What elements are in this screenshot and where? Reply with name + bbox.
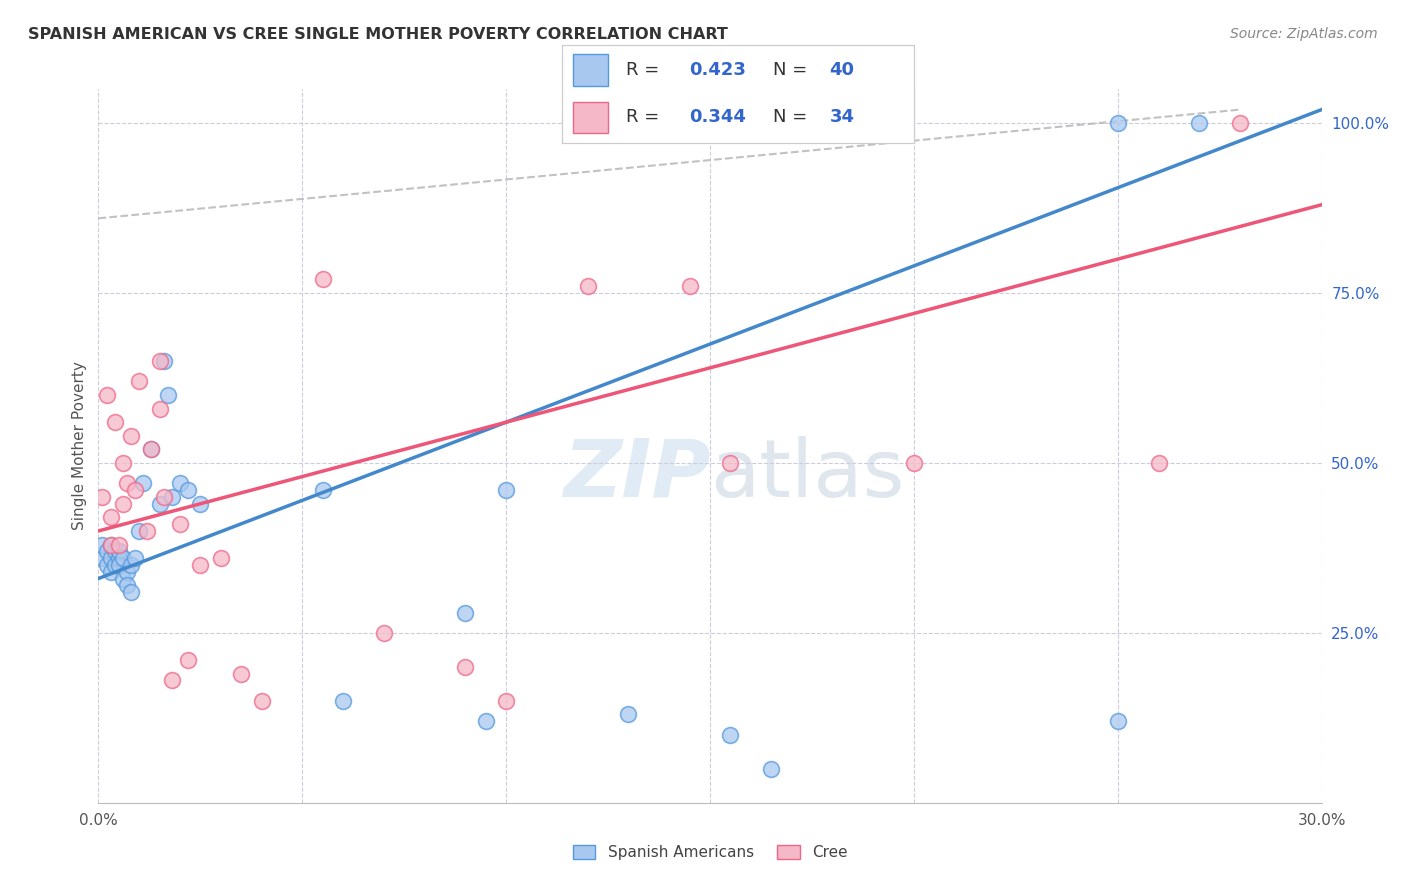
Y-axis label: Single Mother Poverty: Single Mother Poverty: [72, 361, 87, 531]
Point: [136, 524, 159, 538]
Point: [108, 551, 131, 566]
Point: [115, 476, 138, 491]
Point: [169, 517, 191, 532]
Point: [100, 565, 122, 579]
Point: [209, 551, 232, 566]
Point: [96, 558, 118, 572]
Point: [104, 544, 127, 558]
Point: [120, 558, 142, 572]
Point: [100, 537, 122, 551]
Point: [720, 456, 742, 470]
Point: [495, 483, 517, 498]
Text: ZIP: ZIP: [562, 435, 710, 514]
Point: [111, 551, 134, 566]
Text: Source: ZipAtlas.com: Source: ZipAtlas.com: [1230, 27, 1378, 41]
Point: [111, 572, 134, 586]
Point: [312, 483, 335, 498]
Point: [373, 626, 395, 640]
Point: [156, 388, 179, 402]
Point: [111, 456, 134, 470]
Point: [679, 279, 702, 293]
Point: [128, 524, 150, 538]
Point: [91, 551, 114, 566]
Point: [231, 666, 253, 681]
Point: [91, 490, 114, 504]
Point: [1229, 116, 1251, 130]
Point: [100, 551, 122, 566]
Point: [761, 762, 783, 776]
Point: [149, 497, 172, 511]
Bar: [574, 102, 607, 133]
Point: [1147, 456, 1170, 470]
Text: 0.344: 0.344: [689, 108, 745, 126]
Point: [474, 714, 498, 729]
Point: [124, 483, 146, 498]
Point: [1107, 714, 1129, 729]
Point: [152, 354, 174, 368]
Point: [1107, 116, 1129, 130]
Point: [120, 429, 142, 443]
Text: 40: 40: [830, 62, 855, 79]
Point: [454, 606, 477, 620]
Text: 0.423: 0.423: [689, 62, 745, 79]
Point: [132, 476, 155, 491]
Point: [495, 694, 517, 708]
Text: R =: R =: [626, 108, 665, 126]
Point: [100, 510, 122, 524]
Point: [160, 490, 183, 504]
Point: [250, 694, 273, 708]
Point: [617, 707, 640, 722]
Point: [141, 442, 163, 457]
Text: SPANISH AMERICAN VS CREE SINGLE MOTHER POVERTY CORRELATION CHART: SPANISH AMERICAN VS CREE SINGLE MOTHER P…: [28, 27, 728, 42]
Point: [111, 497, 134, 511]
Point: [96, 544, 118, 558]
Point: [169, 476, 191, 491]
Point: [177, 653, 200, 667]
Point: [104, 415, 127, 429]
Point: [91, 537, 114, 551]
Text: 34: 34: [830, 108, 855, 126]
Point: [104, 558, 127, 572]
Bar: [574, 54, 607, 86]
Point: [149, 354, 172, 368]
Point: [332, 694, 354, 708]
Point: [1188, 116, 1211, 130]
Point: [720, 728, 742, 742]
Point: [108, 544, 131, 558]
Point: [100, 537, 122, 551]
Point: [188, 558, 212, 572]
Point: [108, 558, 131, 572]
Point: [903, 456, 925, 470]
Point: [454, 660, 477, 674]
Point: [115, 578, 138, 592]
Point: [576, 279, 599, 293]
Point: [152, 490, 174, 504]
Point: [312, 272, 335, 286]
Text: R =: R =: [626, 62, 665, 79]
Point: [124, 551, 146, 566]
Point: [128, 375, 150, 389]
Point: [115, 565, 138, 579]
Text: atlas: atlas: [710, 435, 904, 514]
Point: [141, 442, 163, 457]
Point: [120, 585, 142, 599]
Point: [160, 673, 183, 688]
Point: [188, 497, 212, 511]
Text: N =: N =: [773, 62, 813, 79]
Point: [96, 388, 118, 402]
Point: [177, 483, 200, 498]
Point: [149, 401, 172, 416]
Legend: Spanish Americans, Cree: Spanish Americans, Cree: [567, 839, 853, 866]
Text: N =: N =: [773, 108, 813, 126]
Point: [108, 537, 131, 551]
